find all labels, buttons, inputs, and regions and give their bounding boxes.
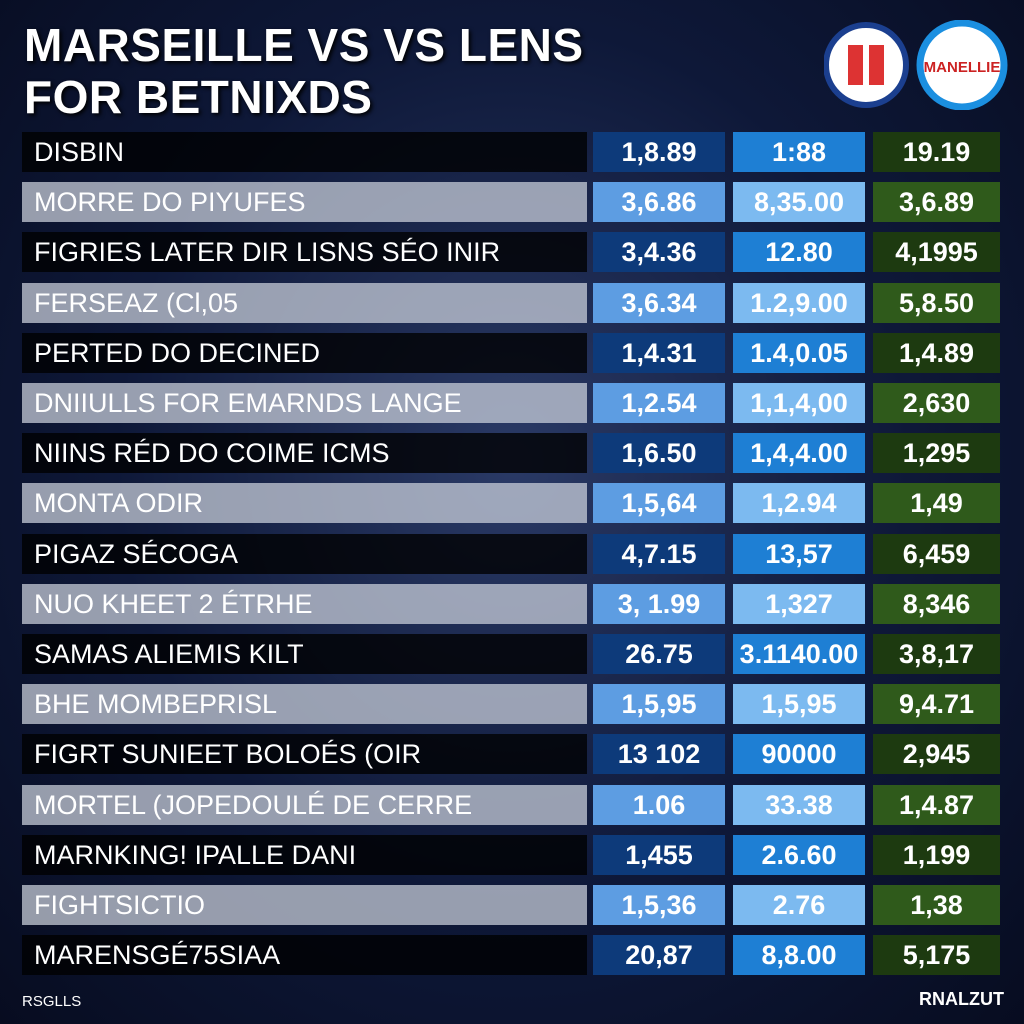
odds-cell: 1,2.54 [593,383,725,423]
row-label: PERTED DO DECINED [22,332,587,373]
odds-cell: 8,346 [873,583,1000,624]
odds-cell: 5,175 [873,935,1000,976]
odds-cell: 1.2,9.00 [733,282,865,323]
row-label: MORTEL (JOPEDOULÉ DE CERRE [22,784,587,825]
row-label: MARNKING! IPALLE DANI [22,834,587,875]
odds-cell: 3,8,17 [873,634,1000,674]
odds-cell: 2.76 [733,885,865,925]
odds-cell: 1,295 [873,433,1000,474]
footer-right: RNALZUT [919,989,1004,1009]
odds-cell: 3,4.36 [593,232,725,273]
odds-cell: 3,6.34 [593,282,725,323]
row-label: FIGRIES LATER DIR LISNS SÉO INIR [22,232,587,273]
odds-cell: 1,6.50 [593,433,725,474]
row-label: NIINS RÉD DO COIME ICMS [22,433,587,474]
row-label: PIGAZ SÉCOGA [22,533,587,574]
odds-cell: 3, 1.99 [593,583,725,624]
row-label: BHE MOMBEPRISL [22,684,587,725]
odds-cell: 6,459 [873,533,1000,574]
title-line: FOR BETNIXDS [24,71,373,123]
odds-cell: 1,1,4,00 [733,383,865,423]
odds-cell: 1,5,95 [733,684,865,725]
odds-cell: 13 102 [593,734,725,775]
odds-cell: 1,5,95 [593,684,725,725]
row-label: MARENSGÉ75SIAA [22,935,587,976]
logo-text: MANELLIE [924,59,1001,76]
odds-cell: 1.4,0.05 [733,332,865,373]
row-label: NUO KHEET 2 ÉTRHE [22,583,587,624]
odds-cell: 1,2.94 [733,483,865,524]
odds-cell: 12.80 [733,232,865,273]
odds-cell: 5,8.50 [873,282,1000,323]
odds-cell: 2,945 [873,734,1000,775]
row-label: DNIIULLS FOR EMARNDS LANGE [22,383,587,423]
odds-cell: 8,8.00 [733,935,865,976]
row-label: MONTA ODIR [22,483,587,524]
odds-cell: 3,6.86 [593,182,725,223]
odds-cell: 1,49 [873,483,1000,524]
odds-cell: 3,6.89 [873,182,1000,223]
odds-cell: 1,8.89 [593,132,725,172]
odds-cell: 3.1140.00 [733,634,865,674]
row-label: DISBIN [22,132,587,172]
odds-cell: 33.38 [733,784,865,825]
odds-cell: 1,4.89 [873,332,1000,373]
title-line: MARSEILLE VS VS LENS [24,19,584,71]
odds-cell: 8,35.00 [733,182,865,223]
odds-cell: 26.75 [593,634,725,674]
row-label: FERSEAZ (Cl,05 [22,282,587,323]
row-label: SAMAS ALIEMIS KILT [22,634,587,674]
odds-cell: 1,4,4.00 [733,433,865,474]
odds-cell: 1,5,64 [593,483,725,524]
row-label: FIGRT SUNIEET BOLOÉS (OIR [22,734,587,775]
odds-cell: 90000 [733,734,865,775]
odds-cell: 20,87 [593,935,725,976]
odds-cell: 9,4.71 [873,684,1000,725]
footer-left: RSGLLS [22,993,82,1010]
odds-cell: 1.06 [593,784,725,825]
odds-cell: 4,1995 [873,232,1000,273]
odds-cell: 1,4.31 [593,332,725,373]
odds-cell: 13,57 [733,533,865,574]
odds-cell: 2,630 [873,383,1000,423]
odds-cell: 1,327 [733,583,865,624]
odds-cell: 4,7.15 [593,533,725,574]
logo-cross [863,45,869,85]
odds-cell: 2.6.60 [733,834,865,875]
row-label: MORRE DO PIYUFES [22,182,587,223]
row-label: FIGHTSICTIO [22,885,587,925]
logos: MANELLIE [824,20,1008,110]
odds-cell: 1,199 [873,834,1000,875]
logo-right [916,20,1008,110]
odds-cell: 1,38 [873,885,1000,925]
odds-cell: 1:88 [733,132,865,172]
odds-cell: 1,5,36 [593,885,725,925]
odds-cell: 1,4.87 [873,784,1000,825]
odds-cell: 1,455 [593,834,725,875]
odds-cell: 19.19 [873,132,1000,172]
